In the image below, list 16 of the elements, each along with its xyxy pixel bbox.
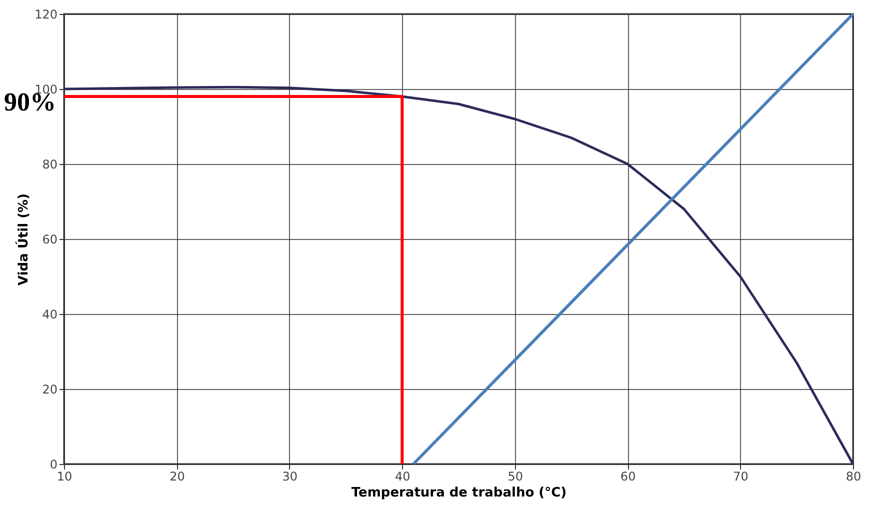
y-tick-label: 120 [34,8,58,22]
x-tick-label: 50 [508,470,523,484]
x-tick-label: 10 [56,470,72,484]
y-axis-title: Vida Útil (%) [14,193,32,286]
x-tick-label: 80 [846,470,862,484]
y-tick-label: 0 [50,458,58,472]
x-tick-label: 40 [395,470,410,484]
x-tick-label: 70 [733,470,748,484]
x-tick-label: 60 [620,470,636,484]
x-tick-label: 30 [282,470,298,484]
x-axis-title: Temperatura de trabalho (°C) [351,486,567,500]
y-tick-label: 40 [42,308,58,322]
y-tick-label: 20 [42,382,58,396]
y-tick-label: 80 [42,158,58,172]
y-tick-label: 60 [42,232,58,246]
x-tick-label: 20 [170,470,185,484]
